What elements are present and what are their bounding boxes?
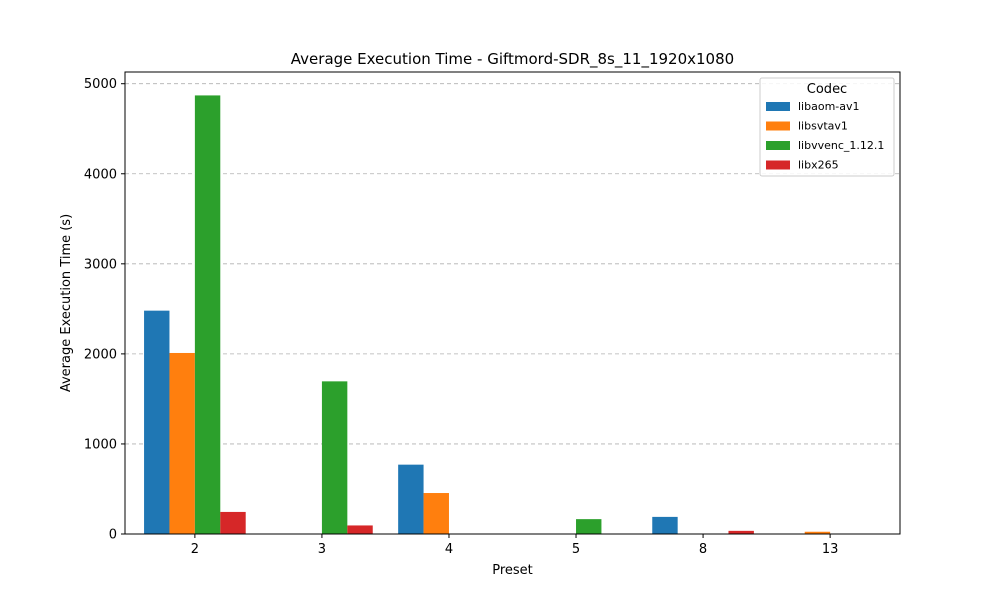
y-axis-title: Average Execution Time (s)	[59, 214, 74, 392]
bar-libsvtav1-2	[169, 352, 195, 534]
y-tick-label: 1000	[84, 437, 117, 452]
chart-title: Average Execution Time - Giftmord-SDR_8s…	[291, 50, 734, 69]
legend-label: libsvtav1	[798, 120, 848, 133]
x-tick-label: 2	[191, 542, 199, 557]
y-tick-label: 5000	[84, 77, 117, 92]
bar-libx265-2	[220, 511, 246, 534]
x-tick-label: 13	[822, 542, 839, 557]
legend-swatch	[766, 141, 790, 150]
y-tick-label: 0	[109, 528, 117, 543]
bar-libvvenc-1-12-1-2	[194, 95, 221, 534]
bar-libx265-3	[347, 525, 373, 534]
y-tick-label: 4000	[84, 167, 117, 182]
x-tick-label: 5	[572, 542, 580, 557]
x-tick-label: 4	[445, 542, 453, 557]
x-axis-title: Preset	[492, 563, 533, 578]
y-tick-label: 2000	[84, 347, 117, 362]
x-tick-label: 3	[318, 542, 326, 557]
legend: Codec libaom-av1 libsvtav1 libvvenc_1.12.1…	[759, 77, 895, 177]
legend-label: libvvenc_1.12.1	[798, 139, 884, 152]
bar-libvvenc-1-12-1-3	[321, 381, 348, 534]
y-axis-ticks: 0 1000 2000 3000 4000 5000	[84, 77, 125, 543]
legend-swatch	[766, 121, 790, 131]
legend-swatch	[766, 102, 790, 111]
bar-libvvenc-1-12-1-5	[576, 519, 602, 534]
bar-libsvtav1-13	[804, 531, 831, 534]
bar-libaom-av1-4	[398, 464, 424, 534]
legend-label: libx265	[798, 159, 839, 172]
bars	[144, 95, 831, 534]
legend-box	[759, 77, 895, 177]
x-tick-label: 8	[699, 542, 707, 557]
legend-label: libaom-av1	[798, 100, 860, 113]
legend-swatch	[766, 160, 790, 170]
bar-libaom-av1-2	[144, 310, 170, 534]
y-tick-label: 3000	[84, 257, 117, 272]
x-axis-ticks: 2 3 4 5 8 13	[191, 534, 839, 557]
bar-libx265-8	[728, 530, 754, 534]
bar-libsvtav1-4	[423, 493, 449, 534]
plot-area-frame	[124, 71, 901, 535]
legend-title: Codec	[807, 82, 847, 97]
bar-libaom-av1-8	[652, 516, 678, 534]
legend-items: libaom-av1 libsvtav1 libvvenc_1.12.1 libx26…	[766, 100, 884, 172]
